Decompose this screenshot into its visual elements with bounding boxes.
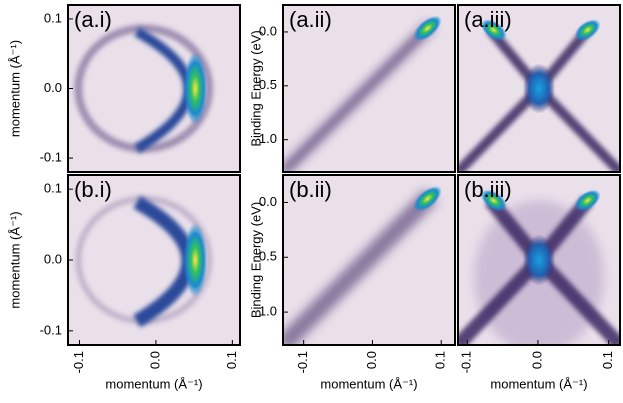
heatmap [458,5,620,172]
y-tick-label: -0.1 [40,322,62,337]
y-axis-label: momentum (Å⁻¹) [7,211,22,308]
hot-spot [183,222,208,298]
frame [282,174,456,346]
center-spot [522,234,556,286]
hot-spot [413,15,442,42]
x-tick-label: 0.0 [147,351,162,369]
x-tick-label: 0.1 [600,351,615,369]
hot-spot [480,19,507,41]
frame [282,4,456,173]
y-tick-label: 0.0 [259,194,277,209]
x-axis-label: momentum (Å⁻¹) [105,376,202,391]
panel-label: (a.i) [74,7,112,32]
heatmap [68,5,240,172]
frame [457,4,621,173]
y-tick-label: 1.0 [259,131,277,146]
y-tick-label: 0.1 [44,10,62,25]
hot-spot [183,51,208,126]
y-axis-label: momentum (Å⁻¹) [7,40,22,137]
y-tick-label: 0.5 [259,77,277,92]
panel-label: (a.ii) [289,7,332,32]
x-tick-label: -0.1 [459,351,474,373]
y-tick-label: 0.0 [44,251,62,266]
y-tick-label: 0.1 [44,181,62,196]
y-tick-label: 0.5 [259,249,277,264]
x-tick-label: -0.1 [295,351,310,373]
x-tick-label: 0.1 [224,351,239,369]
x-tick-label: 0.1 [433,351,448,369]
panel-label: (b.ii) [289,177,332,202]
heatmap [458,175,620,345]
y-tick-label: -0.1 [40,150,62,165]
x-tick-label: 0.0 [529,351,544,369]
heatmap [68,175,240,345]
center-spot [522,63,556,114]
hot-spot [413,185,442,212]
heatmap [283,175,455,345]
band [283,189,438,345]
x-axis-label: momentum (Å⁻¹) [490,376,587,391]
panel-label: (b.iii) [464,177,512,202]
y-tick-label: 0.0 [44,80,62,95]
heatmap [283,5,455,172]
hot-spot [574,19,601,41]
y-tick-label: 1.0 [259,304,277,319]
panel-label: (b.i) [74,177,112,202]
x-axis-label: momentum (Å⁻¹) [320,376,417,391]
hot-spot [480,189,507,212]
frame [457,174,621,346]
y-tick-label: 0.0 [259,23,277,38]
x-tick-label: 0.0 [364,351,379,369]
x-tick-label: -0.1 [71,351,86,373]
hot-spot [574,189,601,212]
y-axis-label: Binding Energy (eV) [248,30,263,146]
band [283,21,435,172]
panel-label: (a.iii) [464,7,512,32]
y-axis-label: Binding Energy (eV) [248,202,263,318]
